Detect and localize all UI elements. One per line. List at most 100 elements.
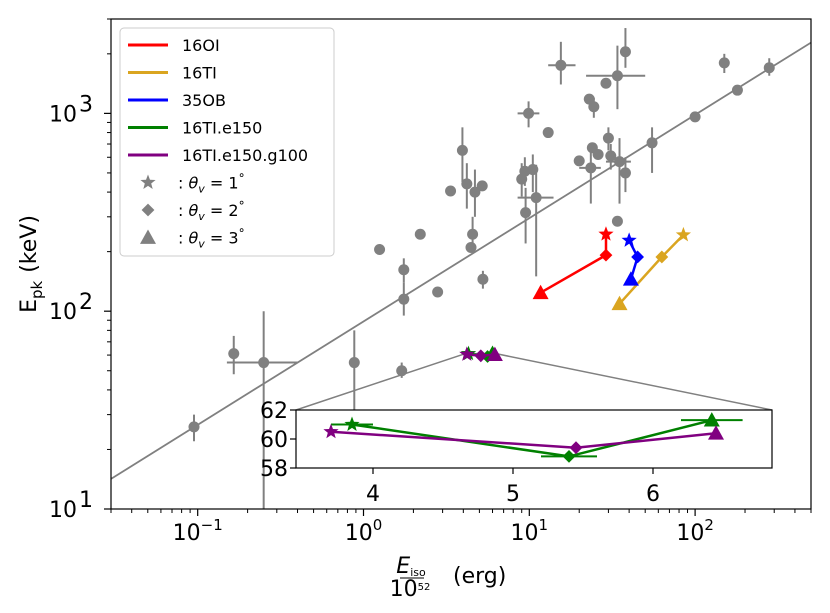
- observation-point: [689, 111, 701, 123]
- inset-x-tick-label: 6: [646, 482, 660, 507]
- legend-marker-star: [140, 174, 156, 189]
- observation-point: [456, 127, 468, 182]
- y-label-prefix: E: [17, 299, 42, 313]
- observation-marker: [646, 137, 658, 149]
- observation-marker: [530, 192, 542, 204]
- observation-marker: [520, 207, 532, 219]
- y-tick-base: 10: [49, 300, 77, 325]
- observation-marker: [731, 84, 743, 96]
- inset-y-tick-label: 62: [260, 399, 288, 424]
- legend-marker-diamond: [141, 203, 155, 217]
- inset-connectors: [295, 352, 773, 411]
- observation-marker: [542, 127, 554, 139]
- x-label-sub: iso: [410, 566, 426, 579]
- observation-point: [517, 164, 554, 277]
- observation-point: [461, 163, 473, 209]
- observation-point: [414, 228, 426, 240]
- observation-point: [476, 180, 488, 192]
- x-label-denominator-exp: 52: [418, 582, 431, 593]
- x-label-denominator: 1052: [390, 577, 431, 602]
- x-label-suffix: (erg): [453, 564, 506, 589]
- observation-marker: [523, 107, 535, 119]
- inset-marker-triangle: [708, 425, 724, 440]
- observation-marker: [614, 156, 626, 168]
- legend-unit: °: [239, 227, 245, 241]
- observation-point: [646, 127, 658, 173]
- x-tick-exp: 2: [704, 516, 714, 534]
- y-tick-exp: 1: [79, 488, 93, 513]
- legend-unit: °: [239, 172, 245, 186]
- y-axis-label: Epk (keV): [17, 215, 46, 313]
- series-marker-diamond: [474, 349, 488, 363]
- legend-item: : θv = 2°: [141, 199, 245, 223]
- observation-marker: [414, 228, 426, 240]
- legend-item: 16OI: [128, 36, 220, 55]
- series-marker-star: [459, 346, 475, 361]
- x-label-numerator: Eiso: [396, 554, 426, 579]
- legend-theta: θ: [188, 174, 198, 193]
- inset-connector-right: [495, 352, 773, 411]
- observation-point: [605, 144, 617, 170]
- x-tick-base: 10: [345, 521, 373, 546]
- simulation-series: [459, 226, 692, 363]
- observation-marker: [602, 132, 614, 144]
- y-tick-label: 10: [49, 300, 77, 325]
- observation-point: [619, 157, 631, 193]
- legend-label: : θv = 2°: [178, 199, 245, 223]
- legend-marker-triangle: [140, 229, 156, 244]
- series-marker-triangle: [622, 271, 639, 286]
- y-label-sub: pk: [28, 280, 46, 299]
- legend-eq: = 1: [205, 174, 239, 193]
- legend-sub: v: [198, 183, 205, 196]
- series-35ob: [621, 232, 645, 286]
- observation-marker: [585, 162, 597, 174]
- observation-point: [467, 216, 479, 252]
- legend-label: 35OB: [182, 91, 226, 110]
- x-tick-label: 101: [511, 516, 549, 546]
- observation-marker: [445, 185, 457, 197]
- series-marker-star: [675, 226, 692, 242]
- inset-connector-left: [295, 352, 466, 411]
- observation-point: [605, 138, 631, 204]
- x-label-prefix: E: [396, 554, 410, 579]
- observation-marker: [605, 150, 617, 162]
- x-axis-label: Eiso 1052 (erg): [390, 554, 507, 602]
- x-tick-base: 10: [511, 521, 539, 546]
- observation-marker: [689, 111, 701, 123]
- observation-point: [396, 362, 408, 378]
- observation-point: [579, 144, 601, 204]
- observation-point: [600, 77, 612, 89]
- legend-box: [119, 27, 335, 257]
- observation-marker: [588, 101, 600, 113]
- observation-marker: [467, 228, 479, 240]
- x-tick-label: 10−1: [173, 516, 223, 546]
- observation-marker: [465, 241, 477, 253]
- legend-label: : θv = 3°: [178, 227, 245, 251]
- x-axis-ticks: 10−1 100 101 102: [110, 509, 812, 546]
- inset-marker-triangle: [703, 412, 720, 427]
- inset-marker-star: [323, 423, 339, 439]
- observation-point: [226, 311, 298, 509]
- observation-marker: [555, 59, 567, 71]
- series-marker-triangle: [486, 346, 503, 362]
- series-marker-star: [621, 232, 637, 247]
- y-tick-exp: 3: [79, 92, 93, 117]
- observation-marker: [396, 365, 408, 377]
- inset-marker-star: [344, 416, 360, 431]
- x-label-denominator-base: 10: [390, 577, 418, 602]
- observation-marker: [619, 167, 631, 179]
- legend-unit: °: [239, 199, 245, 213]
- observation-point: [398, 258, 410, 283]
- inset-background: [295, 409, 773, 469]
- observation-marker: [476, 180, 488, 192]
- inset-series-16ti-e150-g100: [323, 423, 724, 455]
- observation-point: [763, 58, 775, 76]
- legend-theta: θ: [188, 201, 198, 220]
- observation-marker: [600, 77, 612, 89]
- legend-label: : θv = 1°: [178, 172, 245, 196]
- observation-marker: [188, 421, 200, 433]
- observation-marker: [374, 244, 386, 256]
